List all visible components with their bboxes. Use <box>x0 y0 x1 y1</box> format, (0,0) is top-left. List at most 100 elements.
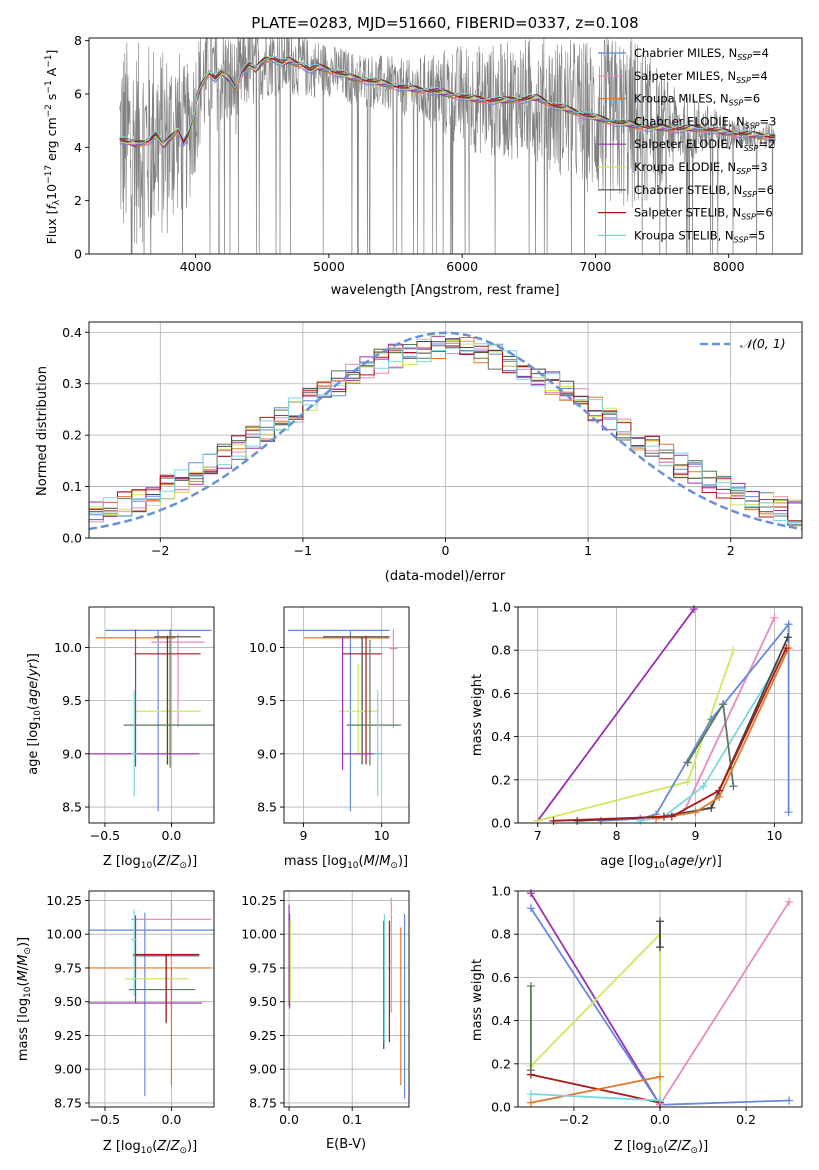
weight-marker <box>691 808 700 817</box>
weight-line <box>600 621 790 822</box>
x-tick-label: 0.2 <box>736 1112 756 1127</box>
weight-line <box>640 649 787 822</box>
x-tick-label: 0.0 <box>279 1112 299 1127</box>
x-tick-label: 7000 <box>580 259 612 274</box>
y-tick-label: 10.00 <box>241 927 277 942</box>
x-tick-label: 8 <box>613 828 621 843</box>
massZ-xlabel: Z [log10(Z/Z⊙)] <box>103 1139 197 1156</box>
model-chabrier-elodie <box>119 56 776 149</box>
weight-marker <box>783 633 792 642</box>
weight-marker <box>652 814 661 823</box>
weight-marker <box>526 889 535 898</box>
residuals-xlabel: (data-model)/error <box>385 569 506 584</box>
x-tick-label: 4000 <box>180 259 212 274</box>
y-tick-label: 9.25 <box>54 1028 82 1043</box>
y-tick-label: 10.25 <box>241 893 277 908</box>
x-tick-label: 0.1 <box>342 1112 362 1127</box>
weight-line <box>530 1093 661 1102</box>
normal-curve <box>89 331 802 531</box>
spectrum-lines <box>119 38 776 254</box>
ageM-xlabel: mass [log10(M/M⊙)] <box>284 854 408 871</box>
x-tick-label: 6000 <box>446 259 478 274</box>
weight-marker <box>549 816 558 825</box>
weight-marker <box>656 1072 664 1081</box>
legend-entry: Kroupa MILES, NSSP=6 <box>634 92 760 108</box>
x-tick-label: −0.5 <box>90 1112 120 1127</box>
y-tick-label: 10.25 <box>46 893 82 908</box>
y-tick-label: 0.2 <box>491 772 511 787</box>
histograms <box>89 331 802 531</box>
weight-line <box>659 901 790 1106</box>
y-tick-label: 10.00 <box>46 927 82 942</box>
weight-marker <box>526 904 535 913</box>
mass-vs-Z-panel: −0.5 0.0 8.75 9.00 9.25 9.50 9.75 10.00 10.25 <box>46 890 215 1127</box>
ageZ-xlabel: Z [log10(Z/Z⊙)] <box>103 854 197 871</box>
legend-entry: Chabrier STELIB, NSSP=6 <box>634 183 774 199</box>
weight-marker <box>667 812 676 821</box>
legend-entry: Kroupa ELODIE, NSSP=3 <box>634 160 768 176</box>
y-tick-label: 0.2 <box>62 428 82 443</box>
weight-marker <box>656 917 664 926</box>
y-tick-label: 8.75 <box>249 1095 277 1110</box>
y-tick-label: 0 <box>74 247 82 262</box>
hist-kroupa-stelib <box>89 343 802 526</box>
ageZ-ylabel: age [log10(age/yr)] <box>26 653 43 775</box>
x-tick-label: 8000 <box>713 259 745 274</box>
plot-frame <box>283 606 410 824</box>
plot-frame <box>88 890 215 1108</box>
weight-marker <box>785 897 794 906</box>
x-tick-label: 0.0 <box>650 1112 670 1127</box>
y-tick-label: 0.4 <box>491 729 511 744</box>
legend-entry: Chabrier ELODIE, NSSP=3 <box>634 114 776 130</box>
weight-marker <box>784 620 793 629</box>
y-tick-label: 0.1 <box>62 479 82 494</box>
legend-entry: Kroupa STELIB, NSSP=5 <box>634 228 765 244</box>
spectrum-ylabel: Flux [fλ10−17 erg cm−2 s−1 A−1] <box>44 50 62 245</box>
y-tick-label: 8.5 <box>257 800 277 815</box>
spectrum-title: PLATE=0283, MJD=51660, FIBERID=0337, z=0… <box>251 14 638 32</box>
y-tick-label: 8.75 <box>54 1095 82 1110</box>
errorbars <box>287 629 402 812</box>
weight-marker <box>729 782 738 791</box>
x-tick-label: 10 <box>374 828 390 843</box>
y-tick-label: 9.50 <box>249 994 277 1009</box>
x-tick-label: 2 <box>727 543 735 558</box>
legend-entry: Chabrier MILES, NSSP=4 <box>634 46 769 62</box>
y-tick-label: 0.4 <box>62 325 82 340</box>
model-kroupa-stelib <box>119 55 776 144</box>
y-tick-label: 9.00 <box>249 1062 277 1077</box>
weight-marker <box>784 808 793 817</box>
weight-marker <box>683 758 692 767</box>
y-tick-label: 0.0 <box>491 816 511 831</box>
weight-marker <box>715 786 724 795</box>
y-tick-label: 0.4 <box>491 1013 511 1028</box>
y-tick-label: 10.0 <box>249 640 277 655</box>
y-tick-label: 9.25 <box>249 1028 277 1043</box>
legend-entry: Salpeter STELIB, NSSP=6 <box>634 206 773 222</box>
y-tick-label: 0.0 <box>62 531 82 546</box>
legend-entry: Salpeter MILES, NSSP=4 <box>634 69 768 85</box>
y-tick-label: 4 <box>74 140 82 155</box>
errorbars <box>89 629 214 812</box>
weight-vs-Z-panel: −0.2 0.0 0.2 0.0 0.2 0.4 0.6 0.8 1.0 <box>491 884 803 1127</box>
plot-frame <box>517 606 803 824</box>
y-tick-label: 8 <box>74 33 82 48</box>
x-tick-label: 0 <box>442 543 450 558</box>
x-tick-label: 0.0 <box>162 1112 182 1127</box>
massE-xlabel: E(B-V) <box>326 1137 366 1152</box>
y-tick-label: 0.6 <box>491 970 511 985</box>
x-tick-label: 5000 <box>313 259 345 274</box>
weight-marker <box>656 943 664 952</box>
spectrum-legend: Chabrier MILES, NSSP=4 Salpeter MILES, NS… <box>598 46 776 244</box>
wZ-ylabel: mass weight <box>470 959 485 1041</box>
y-tick-label: 1.0 <box>491 884 511 899</box>
errorbars <box>89 899 214 1097</box>
x-tick-label: 1 <box>584 543 592 558</box>
x-tick-label: −0.2 <box>559 1112 589 1127</box>
x-tick-label: 9 <box>692 828 700 843</box>
y-tick-label: 9.00 <box>54 1062 82 1077</box>
x-tick-label: 9 <box>300 828 308 843</box>
y-tick-label: 1.0 <box>491 600 511 615</box>
model-salpeter-stelib <box>119 56 776 143</box>
x-tick-label: 0.0 <box>162 828 182 843</box>
